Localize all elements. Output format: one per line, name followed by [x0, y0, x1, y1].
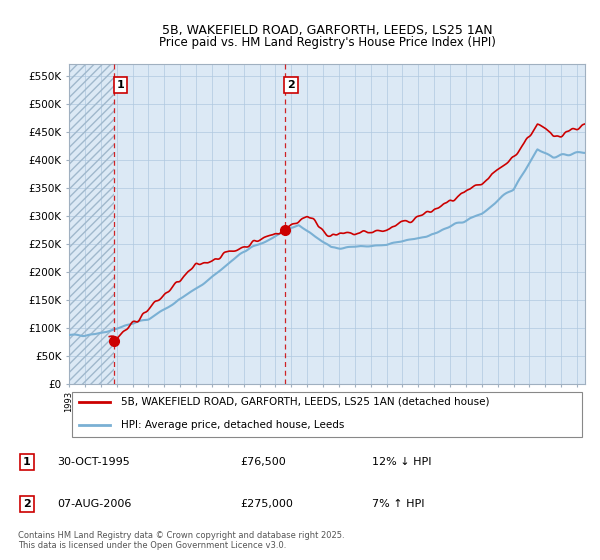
- Text: 2: 2: [287, 80, 295, 90]
- Text: 2: 2: [23, 499, 31, 509]
- Text: 7% ↑ HPI: 7% ↑ HPI: [372, 499, 425, 509]
- Text: HPI: Average price, detached house, Leeds: HPI: Average price, detached house, Leed…: [121, 421, 344, 431]
- FancyBboxPatch shape: [71, 392, 583, 437]
- Text: Contains HM Land Registry data © Crown copyright and database right 2025.
This d: Contains HM Land Registry data © Crown c…: [18, 530, 344, 550]
- Text: 12% ↓ HPI: 12% ↓ HPI: [372, 457, 431, 467]
- Text: 07-AUG-2006: 07-AUG-2006: [57, 499, 131, 509]
- Text: 5B, WAKEFIELD ROAD, GARFORTH, LEEDS, LS25 1AN (detached house): 5B, WAKEFIELD ROAD, GARFORTH, LEEDS, LS2…: [121, 397, 489, 407]
- Text: 1: 1: [23, 457, 31, 467]
- Text: £275,000: £275,000: [240, 499, 293, 509]
- Text: 1: 1: [116, 80, 124, 90]
- Text: 30-OCT-1995: 30-OCT-1995: [57, 457, 130, 467]
- Text: Price paid vs. HM Land Registry's House Price Index (HPI): Price paid vs. HM Land Registry's House …: [158, 36, 496, 49]
- Text: 5B, WAKEFIELD ROAD, GARFORTH, LEEDS, LS25 1AN: 5B, WAKEFIELD ROAD, GARFORTH, LEEDS, LS2…: [161, 24, 493, 38]
- Text: £76,500: £76,500: [240, 457, 286, 467]
